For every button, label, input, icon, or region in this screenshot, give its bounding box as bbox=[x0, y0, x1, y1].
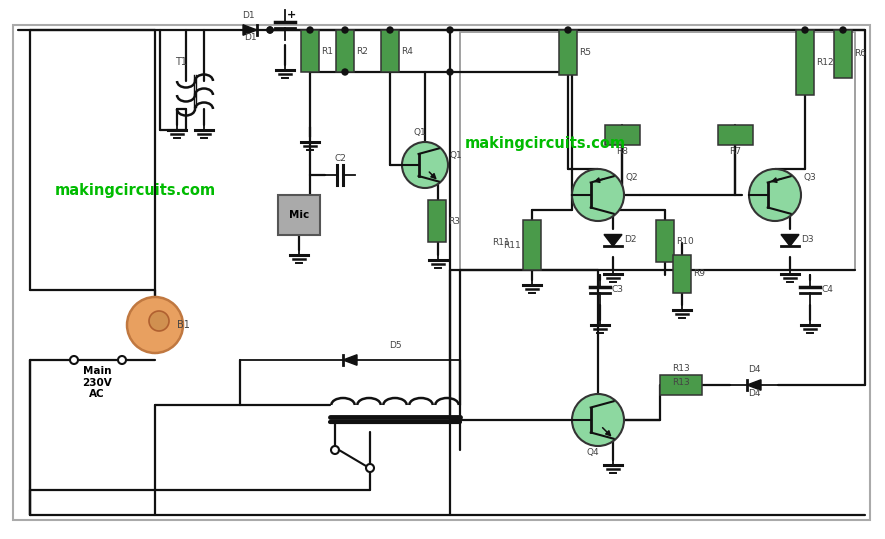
Text: Q4: Q4 bbox=[587, 448, 599, 457]
Polygon shape bbox=[343, 355, 357, 365]
Text: T1: T1 bbox=[175, 57, 187, 67]
Text: Q2: Q2 bbox=[626, 173, 639, 182]
Bar bbox=[660, 375, 702, 395]
Bar bbox=[278, 195, 320, 235]
Text: R4: R4 bbox=[401, 46, 413, 56]
Bar bbox=[523, 220, 541, 270]
Text: R13: R13 bbox=[672, 378, 690, 387]
Circle shape bbox=[387, 27, 393, 33]
Bar bbox=[428, 200, 446, 242]
Text: Q3: Q3 bbox=[803, 173, 816, 182]
Circle shape bbox=[307, 27, 313, 33]
Bar bbox=[336, 30, 354, 72]
Text: Q1: Q1 bbox=[450, 151, 463, 160]
Text: R10: R10 bbox=[676, 237, 694, 245]
Bar bbox=[673, 255, 691, 293]
Circle shape bbox=[447, 27, 453, 33]
Circle shape bbox=[572, 394, 624, 446]
Circle shape bbox=[572, 169, 624, 221]
Circle shape bbox=[342, 27, 348, 33]
Text: Q1: Q1 bbox=[413, 128, 427, 137]
Circle shape bbox=[366, 464, 374, 472]
Text: D1: D1 bbox=[242, 11, 254, 20]
Bar bbox=[656, 220, 674, 262]
Polygon shape bbox=[781, 234, 799, 246]
Bar bbox=[796, 30, 814, 95]
Text: R12: R12 bbox=[816, 58, 834, 67]
Text: Main
230V
AC: Main 230V AC bbox=[82, 366, 112, 399]
Circle shape bbox=[70, 356, 78, 364]
Circle shape bbox=[840, 27, 846, 33]
Polygon shape bbox=[604, 234, 622, 246]
Text: C2: C2 bbox=[334, 154, 346, 163]
Circle shape bbox=[267, 27, 273, 33]
Bar bbox=[718, 125, 753, 145]
Text: D4: D4 bbox=[748, 365, 760, 374]
Text: D5: D5 bbox=[389, 341, 401, 350]
Bar bbox=[301, 30, 319, 72]
Circle shape bbox=[342, 69, 348, 75]
Circle shape bbox=[118, 356, 126, 364]
Circle shape bbox=[447, 69, 453, 75]
Circle shape bbox=[149, 311, 169, 331]
Text: Mic: Mic bbox=[289, 210, 309, 220]
Text: B1: B1 bbox=[177, 320, 190, 330]
Text: D3: D3 bbox=[801, 234, 813, 244]
Text: R6: R6 bbox=[854, 50, 866, 59]
Circle shape bbox=[267, 27, 273, 33]
Text: R11: R11 bbox=[492, 238, 510, 247]
Circle shape bbox=[749, 169, 801, 221]
Text: R8: R8 bbox=[617, 147, 628, 156]
Bar bbox=[834, 30, 852, 78]
Text: R9: R9 bbox=[693, 270, 705, 279]
Bar bbox=[559, 30, 577, 75]
Circle shape bbox=[402, 142, 448, 188]
Text: R13: R13 bbox=[672, 364, 690, 373]
Text: +: + bbox=[287, 10, 296, 20]
Polygon shape bbox=[243, 25, 257, 35]
Text: C4: C4 bbox=[822, 286, 834, 294]
Text: C3: C3 bbox=[612, 286, 624, 294]
Bar bbox=[460, 32, 855, 270]
Circle shape bbox=[565, 27, 571, 33]
Circle shape bbox=[331, 446, 339, 454]
Text: R7: R7 bbox=[729, 147, 742, 156]
Text: R1: R1 bbox=[321, 46, 333, 56]
Polygon shape bbox=[747, 380, 761, 390]
Circle shape bbox=[802, 27, 808, 33]
Text: D4: D4 bbox=[748, 389, 760, 398]
Text: makingcircuits.com: makingcircuits.com bbox=[55, 183, 216, 198]
Text: makingcircuits.com: makingcircuits.com bbox=[465, 136, 626, 151]
Text: R3: R3 bbox=[448, 217, 460, 225]
Text: R11: R11 bbox=[504, 240, 521, 250]
Circle shape bbox=[127, 297, 183, 353]
Bar bbox=[381, 30, 399, 72]
Text: R5: R5 bbox=[579, 48, 591, 57]
Text: D2: D2 bbox=[624, 234, 636, 244]
Bar bbox=[605, 125, 640, 145]
Text: D1: D1 bbox=[243, 33, 257, 42]
Text: R2: R2 bbox=[356, 46, 368, 56]
